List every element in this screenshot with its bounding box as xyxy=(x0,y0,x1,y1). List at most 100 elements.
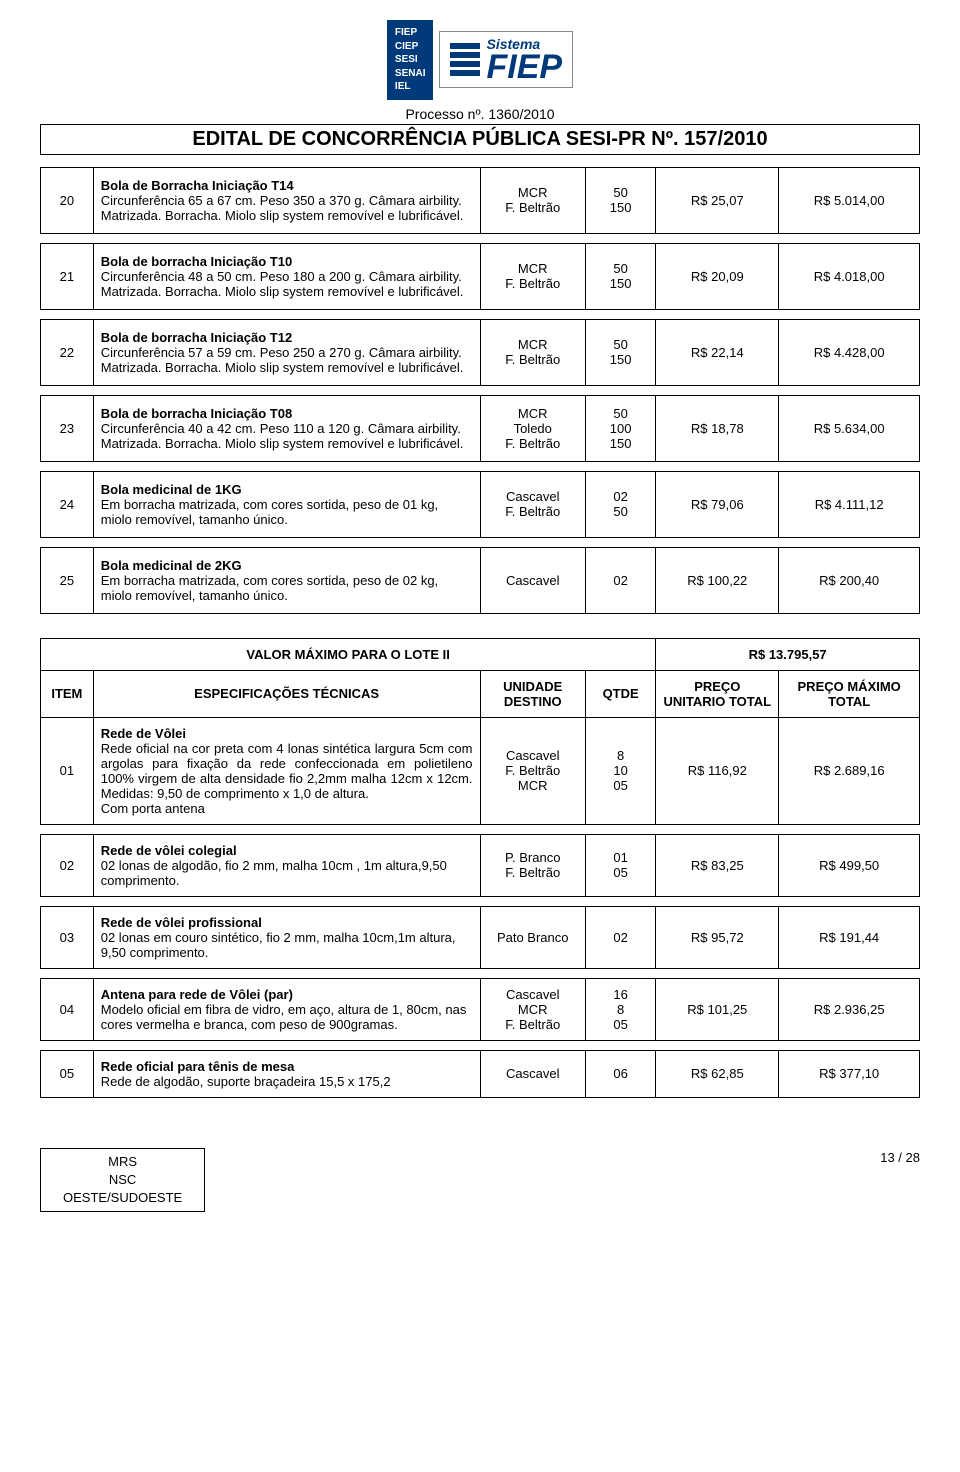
lote-header-row: ITEM ESPECIFICAÇÕES TÉCNICAS UNIDADE DES… xyxy=(41,670,920,717)
table-row: 05Rede oficial para tênis de mesaRede de… xyxy=(41,1050,920,1097)
item-unit-price: R$ 79,06 xyxy=(656,471,779,537)
item-total-price: R$ 4.111,12 xyxy=(779,471,920,537)
item-qtde: 50 150 xyxy=(585,319,655,385)
table-row: 25Bola medicinal de 2KGEm borracha matri… xyxy=(41,547,920,613)
item-number: 24 xyxy=(41,471,94,537)
table-row: 21Bola de borracha Iniciação T10Circunfe… xyxy=(41,243,920,309)
item-number: 21 xyxy=(41,243,94,309)
item-dest: Cascavel xyxy=(480,1050,585,1097)
item-dest: Cascavel F. Beltrão xyxy=(480,471,585,537)
processo-number: Processo nº. 1360/2010 xyxy=(405,106,554,122)
item-dest: Pato Branco xyxy=(480,906,585,968)
item-spec: Rede de vôlei profissional 02 lonas em c… xyxy=(93,906,480,968)
col-spec-header: ESPECIFICAÇÕES TÉCNICAS xyxy=(93,670,480,717)
item-total-price: R$ 2.689,16 xyxy=(779,717,920,824)
item-qtde: 50 150 xyxy=(585,167,655,233)
item-unit-price: R$ 62,85 xyxy=(656,1050,779,1097)
item-unit-price: R$ 22,14 xyxy=(656,319,779,385)
col-item-header: ITEM xyxy=(41,670,94,717)
item-total-price: R$ 499,50 xyxy=(779,834,920,896)
item-dest: Cascavel MCR F. Beltrão xyxy=(480,978,585,1040)
lote-ii-table: VALOR MÁXIMO PARA O LOTE II R$ 13.795,57… xyxy=(40,638,920,1098)
item-total-price: R$ 191,44 xyxy=(779,906,920,968)
table-row: 20Bola de Borracha Iniciação T14Circunfe… xyxy=(41,167,920,233)
item-dest: Cascavel F. Beltrão MCR xyxy=(480,717,585,824)
table-row: 02Rede de vôlei colegial02 lonas de algo… xyxy=(41,834,920,896)
item-spec: Antena para rede de Vôlei (par)Modelo of… xyxy=(93,978,480,1040)
item-number: 02 xyxy=(41,834,94,896)
item-total-price: R$ 4.428,00 xyxy=(779,319,920,385)
item-total-price: R$ 5.014,00 xyxy=(779,167,920,233)
item-total-price: R$ 200,40 xyxy=(779,547,920,613)
logo-left-acronyms: FIEP CIEP SESI SENAI IEL xyxy=(387,20,434,100)
col-pu-header: PREÇO UNITARIO TOTAL xyxy=(656,670,779,717)
page-number: 13 / 28 xyxy=(880,1148,920,1165)
item-dest: MCR F. Beltrão xyxy=(480,319,585,385)
table-row: 01Rede de VôleiRede oficial na cor preta… xyxy=(41,717,920,824)
item-dest: Cascavel xyxy=(480,547,585,613)
item-qtde: 50 150 xyxy=(585,243,655,309)
item-qtde: 06 xyxy=(585,1050,655,1097)
table-row: 23Bola de borracha Iniciação T08Circunfe… xyxy=(41,395,920,461)
item-number: 04 xyxy=(41,978,94,1040)
item-spec: Rede de vôlei colegial02 lonas de algodã… xyxy=(93,834,480,896)
logo-bars-icon xyxy=(450,43,480,76)
item-dest: MCR Toledo F. Beltrão xyxy=(480,395,585,461)
table-row: 24Bola medicinal de 1KGEm borracha matri… xyxy=(41,471,920,537)
item-qtde: 02 xyxy=(585,547,655,613)
item-spec: Rede oficial para tênis de mesaRede de a… xyxy=(93,1050,480,1097)
document-header: FIEP CIEP SESI SENAI IEL Sistema FIEP Pr… xyxy=(40,20,920,155)
table-row: 22Bola de borracha Iniciação T12Circunfe… xyxy=(41,319,920,385)
lote-valor-max-value: R$ 13.795,57 xyxy=(656,638,920,670)
item-qtde: 01 05 xyxy=(585,834,655,896)
item-number: 23 xyxy=(41,395,94,461)
item-number: 05 xyxy=(41,1050,94,1097)
item-unit-price: R$ 116,92 xyxy=(656,717,779,824)
item-spec: Rede de VôleiRede oficial na cor preta c… xyxy=(93,717,480,824)
col-dest-header: UNIDADE DESTINO xyxy=(480,670,585,717)
item-dest: MCR F. Beltrão xyxy=(480,167,585,233)
item-number: 25 xyxy=(41,547,94,613)
item-spec: Bola de borracha Iniciação T08Circunferê… xyxy=(93,395,480,461)
logo-fiep-text: FIEP xyxy=(486,52,562,83)
col-pt-header: PREÇO MÁXIMO TOTAL xyxy=(779,670,920,717)
lote-valor-max-row: VALOR MÁXIMO PARA O LOTE II R$ 13.795,57 xyxy=(41,638,920,670)
table-row: 04Antena para rede de Vôlei (par)Modelo … xyxy=(41,978,920,1040)
edital-title: EDITAL DE CONCORRÊNCIA PÚBLICA SESI-PR N… xyxy=(40,124,920,155)
item-spec: Bola de borracha Iniciação T10Circunferê… xyxy=(93,243,480,309)
footer-office-box: MRS NSC OESTE/SUDOESTE xyxy=(40,1148,205,1213)
item-number: 03 xyxy=(41,906,94,968)
item-dest: MCR F. Beltrão xyxy=(480,243,585,309)
item-qtde: 02 50 xyxy=(585,471,655,537)
item-unit-price: R$ 18,78 xyxy=(656,395,779,461)
item-qtde: 8 10 05 xyxy=(585,717,655,824)
item-unit-price: R$ 95,72 xyxy=(656,906,779,968)
logo-right-fiep: Sistema FIEP xyxy=(439,31,573,88)
item-total-price: R$ 2.936,25 xyxy=(779,978,920,1040)
item-unit-price: R$ 100,22 xyxy=(656,547,779,613)
logo-row: FIEP CIEP SESI SENAI IEL Sistema FIEP xyxy=(387,20,573,100)
item-qtde: 50 100 150 xyxy=(585,395,655,461)
lote-valor-max-label: VALOR MÁXIMO PARA O LOTE II xyxy=(41,638,656,670)
item-total-price: R$ 4.018,00 xyxy=(779,243,920,309)
item-dest: P. Branco F. Beltrão xyxy=(480,834,585,896)
item-qtde: 02 xyxy=(585,906,655,968)
item-unit-price: R$ 101,25 xyxy=(656,978,779,1040)
item-number: 22 xyxy=(41,319,94,385)
item-unit-price: R$ 20,09 xyxy=(656,243,779,309)
item-unit-price: R$ 83,25 xyxy=(656,834,779,896)
item-qtde: 16 8 05 xyxy=(585,978,655,1040)
item-number: 20 xyxy=(41,167,94,233)
item-spec: Bola de borracha Iniciação T12Circunferê… xyxy=(93,319,480,385)
item-total-price: R$ 377,10 xyxy=(779,1050,920,1097)
col-qtde-header: QTDE xyxy=(585,670,655,717)
item-unit-price: R$ 25,07 xyxy=(656,167,779,233)
item-number: 01 xyxy=(41,717,94,824)
items-table-top: 20Bola de Borracha Iniciação T14Circunfe… xyxy=(40,167,920,614)
item-spec: Bola medicinal de 1KGEm borracha matriza… xyxy=(93,471,480,537)
item-total-price: R$ 5.634,00 xyxy=(779,395,920,461)
table-row: 03Rede de vôlei profissional 02 lonas em… xyxy=(41,906,920,968)
item-spec: Bola medicinal de 2KGEm borracha matriza… xyxy=(93,547,480,613)
item-spec: Bola de Borracha Iniciação T14Circunferê… xyxy=(93,167,480,233)
page-footer: MRS NSC OESTE/SUDOESTE 13 / 28 xyxy=(40,1148,920,1213)
